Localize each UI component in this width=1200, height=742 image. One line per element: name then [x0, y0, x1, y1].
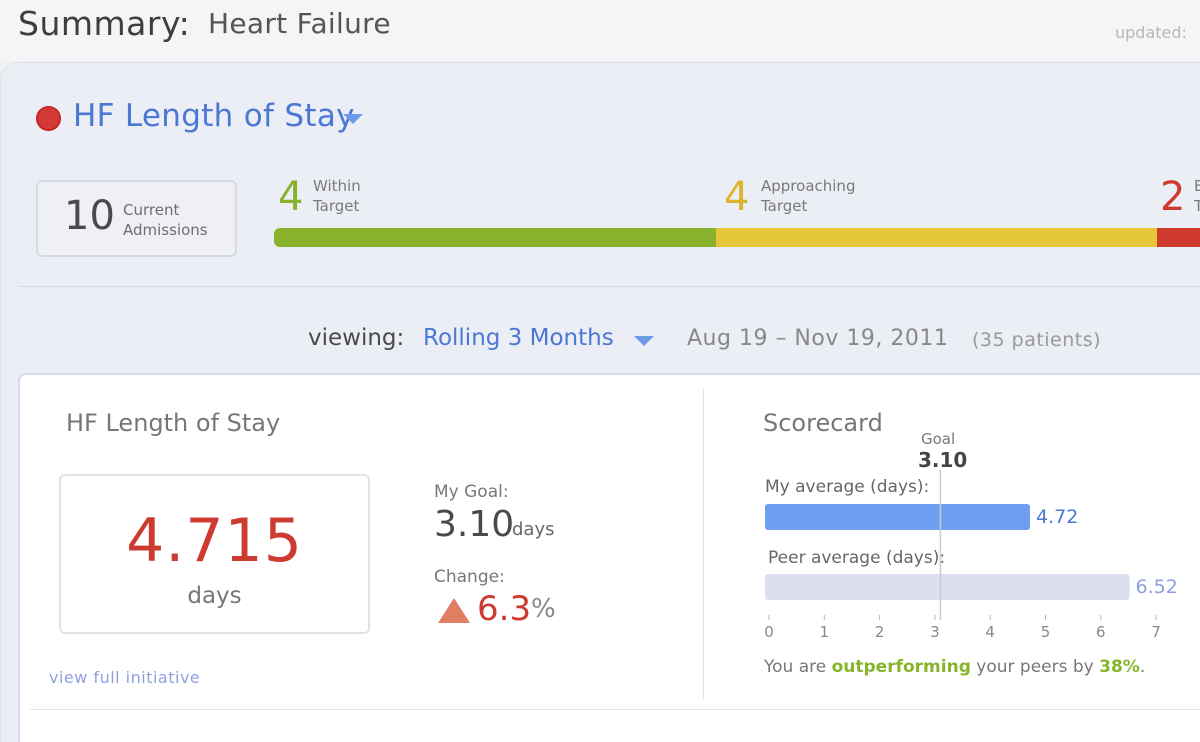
change-percent-sign: % — [531, 594, 556, 624]
date-range: Aug 19 – Nov 19, 2011 — [687, 326, 949, 351]
my-average-bar — [765, 504, 1031, 530]
period-dropdown[interactable]: Rolling 3 Months — [423, 325, 614, 351]
beyond-target-count[interactable]: 2 — [1160, 174, 1186, 220]
admissions-label: Current Admissions — [123, 200, 208, 240]
sentence-middle: your peers by — [970, 657, 1100, 677]
sentence-highlight: outperforming — [831, 657, 971, 677]
within-target-label-line1: Within — [313, 177, 361, 195]
sentence-suffix: . — [1139, 657, 1146, 677]
card-divider — [703, 388, 704, 700]
axis-tick-label: 0 — [764, 623, 774, 641]
chevron-down-icon[interactable] — [343, 114, 363, 124]
beyond-target-label-line2: T — [1194, 197, 1200, 215]
goal-marker-label: Goal — [921, 430, 956, 448]
metric-dropdown-label[interactable]: HF Length of Stay — [73, 98, 355, 134]
card-footer-divider — [30, 709, 1200, 710]
axis-tick-label: 6 — [1096, 623, 1106, 641]
goal-label: My Goal: — [434, 482, 509, 502]
scorecard-title: Scorecard — [763, 409, 883, 437]
admissions-box[interactable] — [36, 180, 237, 257]
my-average-label: My average (days): — [765, 477, 930, 497]
sentence-percent: 38% — [1099, 657, 1140, 677]
divider — [18, 286, 1200, 287]
beyond-target-label: B T — [1194, 176, 1200, 216]
sentence-prefix: You are — [764, 657, 832, 677]
change-value: 6.3 — [477, 589, 532, 629]
length-of-stay-unit: days — [187, 583, 242, 609]
within-target-label: Within Target — [313, 176, 361, 216]
beyond-target-label-line1: B — [1194, 177, 1200, 195]
axis-tick-label: 7 — [1151, 623, 1161, 641]
status-dot-icon — [36, 106, 61, 131]
stay-card-title: HF Length of Stay — [66, 409, 281, 437]
admissions-label-line2: Admissions — [123, 221, 208, 239]
approaching-target-bar[interactable] — [716, 228, 1157, 247]
length-of-stay-value: 4.715 — [126, 506, 303, 576]
scorecard-chart: 4.72 6.52 0 1 2 3 4 5 6 7 — [764, 470, 1178, 641]
axis-tick-label: 5 — [1041, 623, 1051, 641]
within-target-bar[interactable] — [274, 228, 716, 247]
patient-count: (35 patients) — [972, 329, 1102, 351]
viewing-label: viewing: — [308, 325, 405, 351]
approaching-target-label: Approaching Target — [761, 176, 855, 216]
approaching-target-label-line1: Approaching — [761, 177, 856, 195]
value-box — [59, 474, 370, 634]
goal-value: 3.10 — [434, 504, 515, 545]
within-target-count[interactable]: 4 — [278, 174, 304, 220]
peer-average-value: 6.52 — [1136, 576, 1178, 598]
header: Summary: Heart Failure updated: — [0, 0, 1200, 60]
peer-average-bar — [765, 574, 1130, 600]
outperform-sentence: You are outperforming your peers by 38%. — [764, 657, 1145, 677]
axis-tick-label: 2 — [875, 623, 885, 641]
beyond-target-bar[interactable] — [1157, 228, 1200, 247]
view-full-initiative-link[interactable]: view full initiative — [49, 668, 201, 687]
chevron-down-icon[interactable] — [634, 336, 654, 346]
change-label: Change: — [434, 567, 505, 587]
page-title: Summary: — [18, 4, 191, 43]
approaching-target-label-line2: Target — [761, 197, 808, 215]
admissions-count: 10 — [64, 193, 115, 239]
peer-average-label: Peer average (days): — [768, 548, 946, 568]
approaching-target-count[interactable]: 4 — [724, 174, 750, 220]
goal-marker-value: 3.10 — [918, 448, 968, 472]
axis-tick-label: 3 — [930, 623, 940, 641]
axis-tick-label: 1 — [820, 623, 830, 641]
updated-label: updated: — [1115, 23, 1187, 42]
page-subtitle: Heart Failure — [208, 7, 391, 40]
axis-tick-label: 4 — [985, 623, 995, 641]
within-target-label-line2: Target — [313, 197, 360, 215]
triangle-up-icon — [438, 598, 470, 623]
admissions-label-line1: Current — [123, 201, 180, 219]
goal-unit: days — [512, 519, 555, 540]
my-average-value: 4.72 — [1036, 506, 1078, 528]
